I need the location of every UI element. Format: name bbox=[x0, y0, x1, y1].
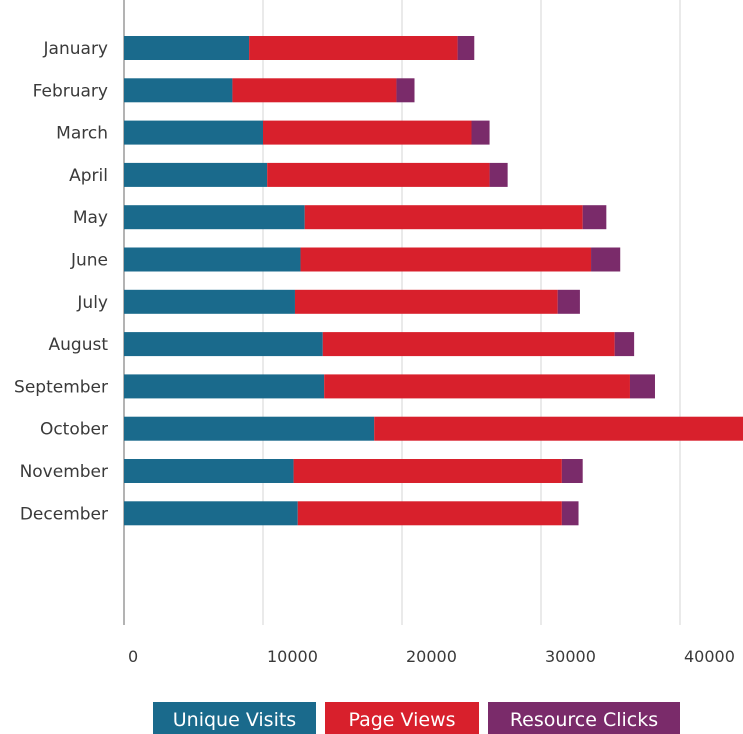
bar-segment bbox=[232, 78, 397, 103]
legend-label: Page Views bbox=[348, 709, 455, 731]
bar-segment bbox=[124, 205, 305, 230]
bar-segment bbox=[471, 120, 490, 145]
bar-segment bbox=[293, 459, 562, 483]
legend-label: Resource Clicks bbox=[510, 709, 658, 731]
category-label: August bbox=[49, 335, 109, 355]
category-labels: January February March April May June July Augu… bbox=[14, 39, 108, 524]
category-label: April bbox=[69, 166, 108, 186]
category-label: June bbox=[70, 251, 108, 271]
category-label: November bbox=[20, 462, 108, 482]
x-tick-labels: 0 10000 20000 30000 40000 bbox=[128, 647, 735, 666]
bar-segment bbox=[263, 120, 472, 145]
x-tick-label: 20000 bbox=[406, 647, 457, 666]
bar-segment bbox=[124, 247, 301, 272]
legend-label: Unique Visits bbox=[173, 709, 296, 731]
bar-segment bbox=[124, 78, 233, 103]
category-label: December bbox=[20, 504, 108, 524]
bar-segment bbox=[322, 332, 615, 357]
bar-segment bbox=[297, 501, 562, 526]
x-tick-label: 0 bbox=[128, 647, 138, 666]
category-label: October bbox=[40, 420, 108, 440]
category-label: July bbox=[76, 293, 108, 313]
bar-segment bbox=[614, 332, 635, 357]
bar-segment bbox=[124, 162, 268, 187]
bar-segment bbox=[582, 205, 607, 230]
bars bbox=[124, 36, 743, 526]
bar-segment bbox=[489, 162, 508, 187]
bar-segment bbox=[557, 289, 580, 314]
bar-segment bbox=[124, 374, 325, 399]
bar-segment bbox=[591, 247, 621, 272]
legend-swatch bbox=[325, 702, 479, 734]
legend-swatch bbox=[488, 702, 680, 734]
bar-segment bbox=[294, 289, 558, 314]
bar-segment bbox=[304, 205, 583, 230]
category-label: September bbox=[14, 377, 108, 397]
bar-segment bbox=[267, 162, 490, 187]
bar-segment bbox=[124, 36, 250, 60]
bar-segment bbox=[396, 78, 415, 103]
bar-segment bbox=[457, 36, 475, 60]
bar-segment bbox=[324, 374, 630, 399]
legend: Unique Visits Page Views Resource Clicks bbox=[153, 702, 680, 734]
x-tick-label: 30000 bbox=[545, 647, 596, 666]
bar-segment bbox=[300, 247, 592, 272]
bar-segment bbox=[124, 416, 375, 441]
x-tick-label: 10000 bbox=[267, 647, 318, 666]
bar-segment bbox=[374, 416, 743, 441]
bar-segment bbox=[561, 501, 579, 526]
category-label: March bbox=[56, 124, 108, 144]
category-label: May bbox=[73, 208, 108, 228]
bar-segment bbox=[124, 120, 263, 145]
legend-swatch bbox=[153, 702, 316, 734]
bar-segment bbox=[124, 459, 294, 483]
bar-segment bbox=[561, 459, 583, 483]
bar-segment bbox=[629, 374, 655, 399]
bar-segment bbox=[249, 36, 458, 60]
bar-segment bbox=[124, 332, 323, 357]
bar-segment bbox=[124, 289, 295, 314]
x-tick-label: 40000 bbox=[684, 647, 735, 666]
category-label: January bbox=[43, 39, 108, 59]
bar-segment bbox=[124, 501, 298, 526]
category-label: February bbox=[33, 81, 108, 101]
